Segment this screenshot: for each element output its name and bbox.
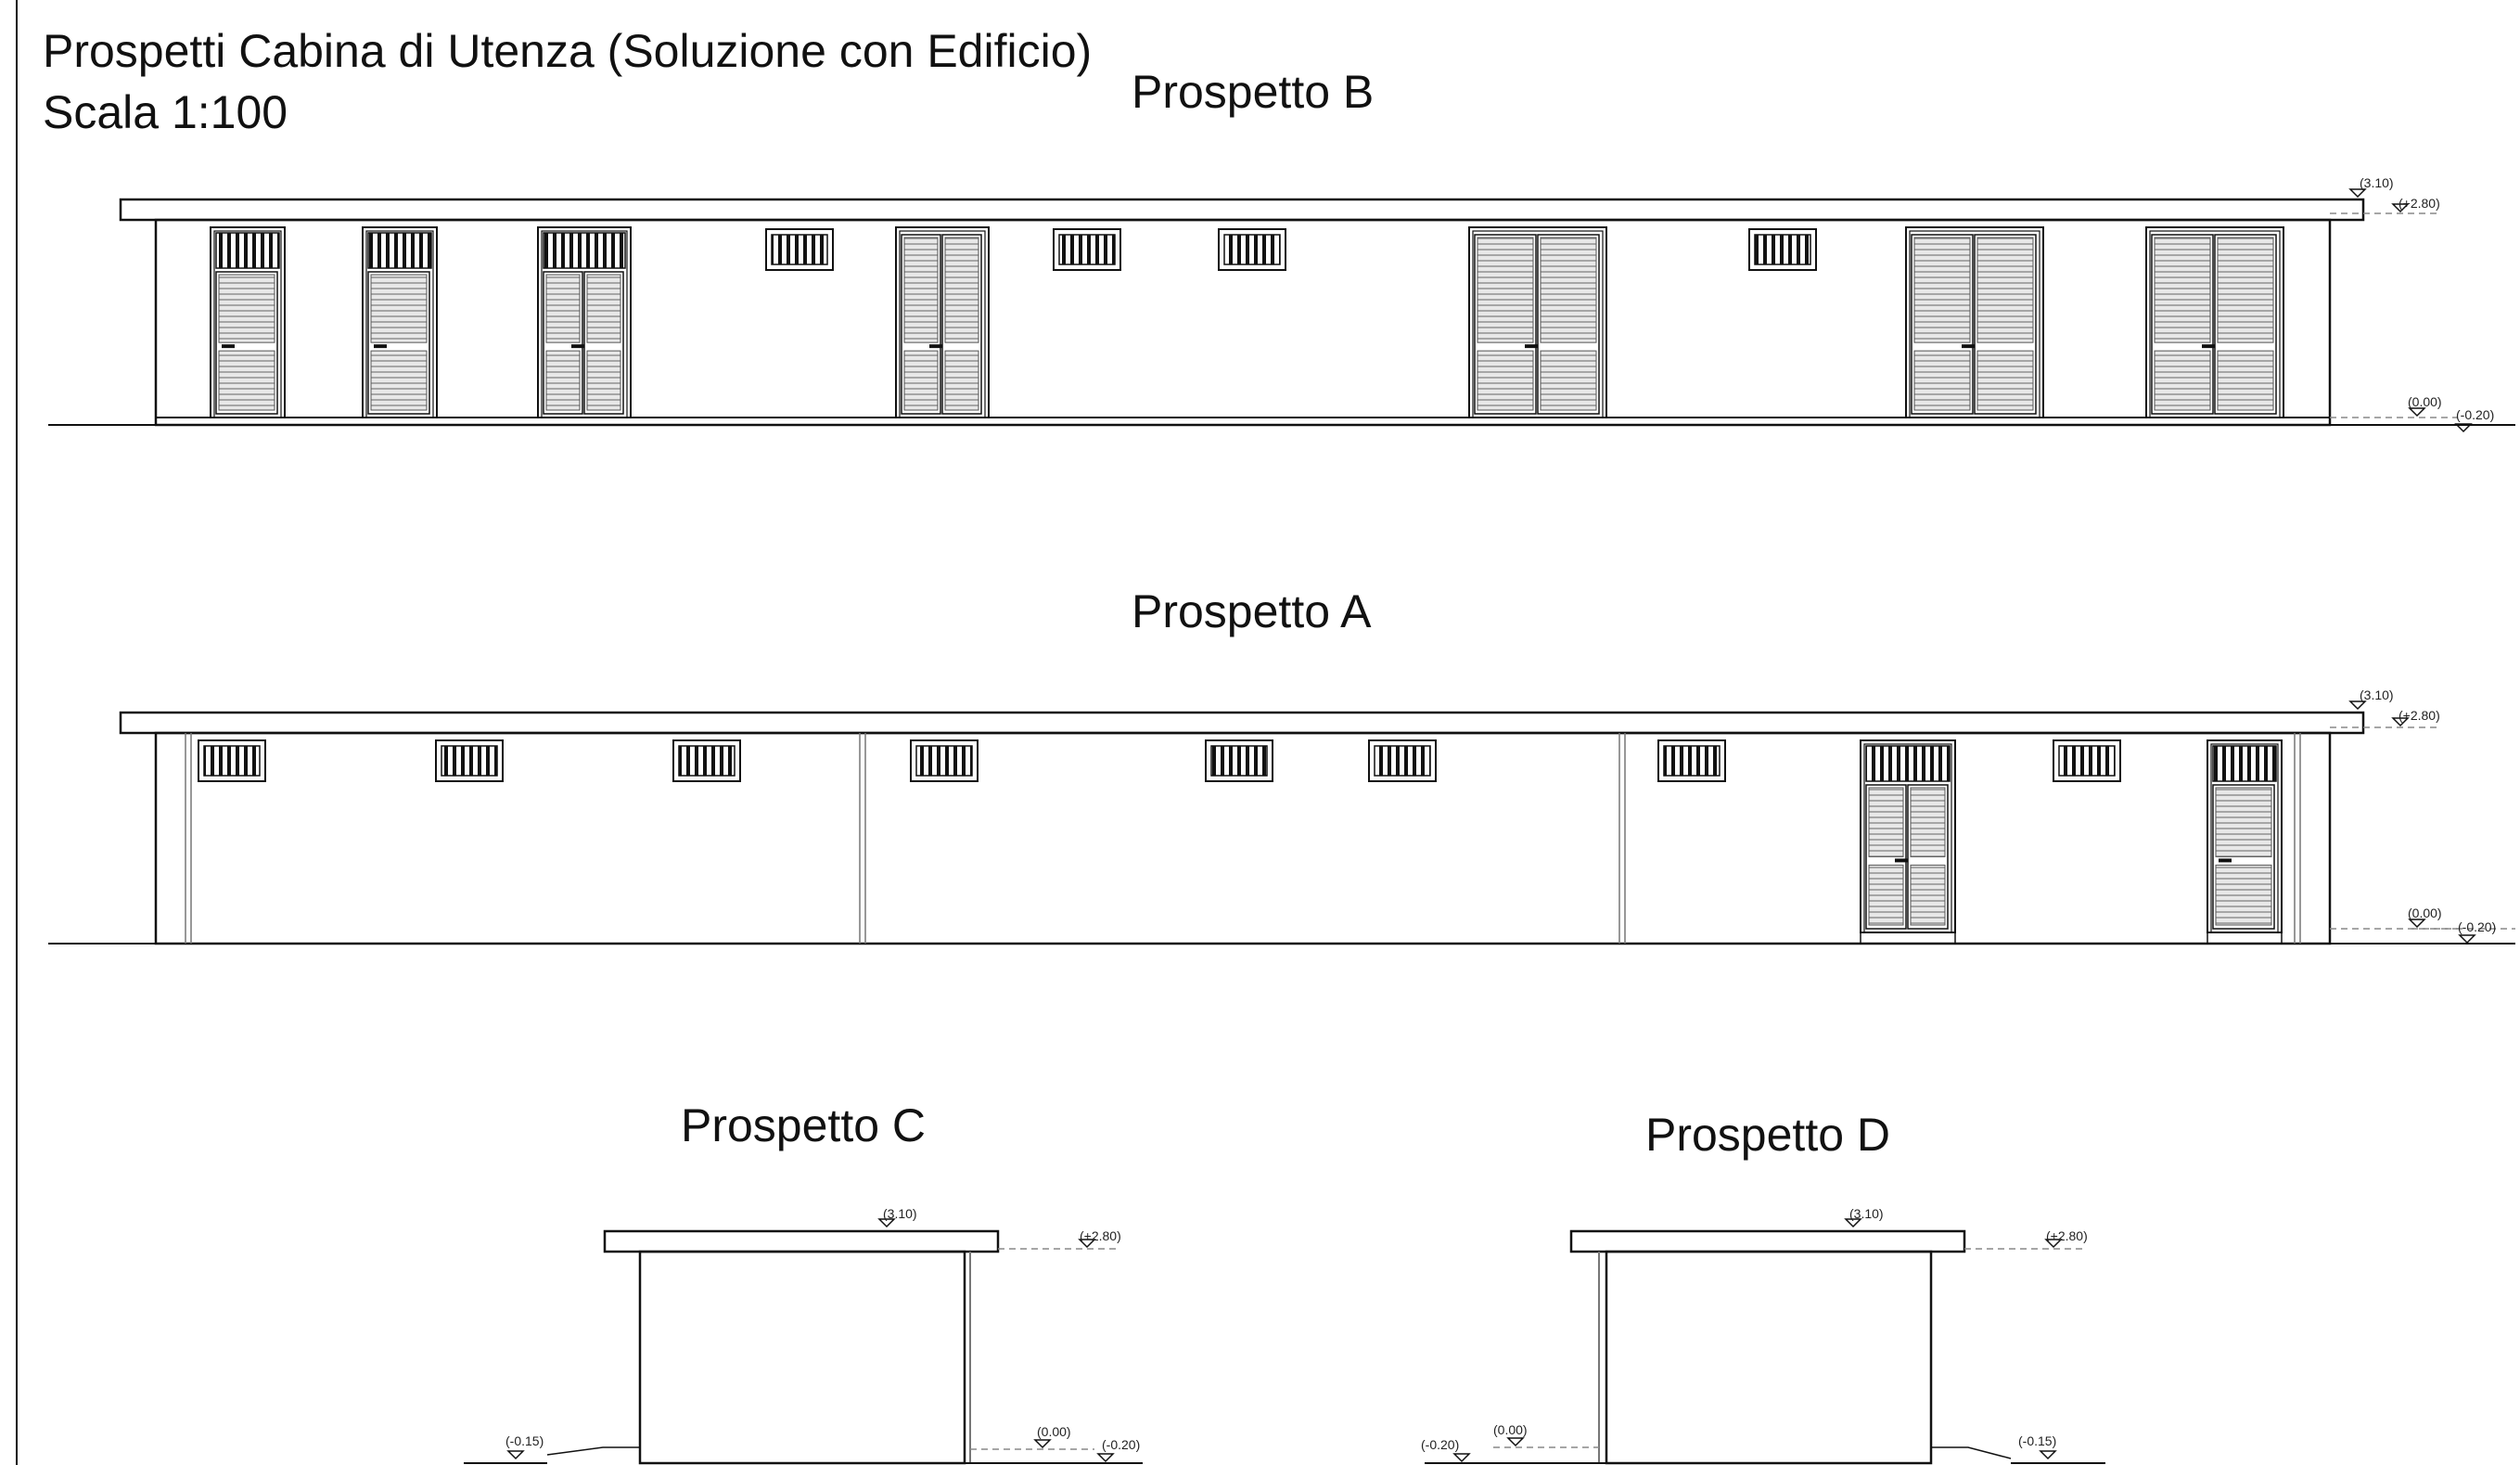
svg-text:(0.00): (0.00) <box>1037 1424 1071 1439</box>
level-marker-roof: (3.10) <box>2348 175 2394 199</box>
single-door <box>2207 739 2283 933</box>
svg-text:(0.00): (0.00) <box>2408 906 2442 920</box>
building-wall <box>1605 1250 1933 1465</box>
double-door <box>895 226 990 418</box>
vent-grille <box>198 739 266 782</box>
view-label-a: Prospetto A <box>1132 585 1372 637</box>
building-wall <box>638 1250 966 1465</box>
elevation-c: Prospetto C (3.10) (+2.80) (0.00) (-0.20… <box>464 1099 1143 1465</box>
level-marker-side-low: (-0.15) <box>2018 1433 2057 1460</box>
svg-text:(3.10): (3.10) <box>2360 175 2394 190</box>
level-marker-parapet: (+2.80) <box>998 1228 1121 1250</box>
view-label-b: Prospetto B <box>1132 66 1374 118</box>
svg-text:(-0.20): (-0.20) <box>1421 1437 1459 1452</box>
elevation-d: Prospetto D (3.10) (+2.80) (0.00) (-0.20… <box>1421 1109 2105 1465</box>
roof-slab <box>119 711 2365 735</box>
svg-text:(+2.80): (+2.80) <box>2398 196 2440 211</box>
building-wall <box>154 218 2332 427</box>
roof-slab <box>603 1229 1000 1253</box>
double-door <box>2145 226 2284 418</box>
svg-text:(-0.15): (-0.15) <box>505 1433 544 1448</box>
vent-grille <box>1218 228 1286 271</box>
vent-grille <box>1205 739 1273 782</box>
vent-grille <box>435 739 504 782</box>
view-label-c: Prospetto C <box>681 1099 926 1151</box>
building-wall <box>154 731 2332 945</box>
level-marker-outside: (-0.20) <box>1096 1437 1140 1463</box>
double-door <box>1905 226 2044 418</box>
roof-slab <box>119 198 2365 222</box>
ground-slope <box>546 1446 640 1456</box>
svg-text:(-0.20): (-0.20) <box>1102 1437 1140 1452</box>
svg-text:(+2.80): (+2.80) <box>2398 708 2440 723</box>
svg-text:(3.10): (3.10) <box>2360 688 2394 702</box>
level-marker-roof: (3.10) <box>877 1206 917 1228</box>
ground-slope <box>1931 1446 2012 1459</box>
svg-text:(3.10): (3.10) <box>883 1206 917 1221</box>
level-marker-ground: (0.00) <box>970 1424 1094 1450</box>
roof-slab <box>1569 1229 1966 1253</box>
single-door <box>362 226 438 418</box>
single-door <box>210 226 286 418</box>
vent-grille <box>1368 739 1437 782</box>
vent-grille <box>1748 228 1817 271</box>
double-door <box>1860 739 1956 933</box>
svg-text:(0.00): (0.00) <box>1493 1422 1528 1437</box>
level-marker-roof: (3.10) <box>1844 1206 1884 1228</box>
level-marker-side-low: (-0.15) <box>505 1433 544 1460</box>
svg-text:(-0.20): (-0.20) <box>2458 919 2496 934</box>
svg-text:(-0.15): (-0.15) <box>2018 1433 2056 1448</box>
level-marker-outside: (-0.20) <box>1421 1437 1471 1463</box>
level-marker-ground: (0.00) <box>2330 394 2458 418</box>
door-threshold <box>2207 932 2283 945</box>
elevation-b: Prospetto B (3.10) (+2.80) (0.00) (-0.20… <box>48 66 2515 433</box>
vent-grille <box>2053 739 2121 782</box>
sheet-scale: Scala 1:100 <box>43 86 288 138</box>
vent-grille <box>1053 228 1121 271</box>
vent-grille <box>1657 739 1726 782</box>
level-marker-parapet: (+2.80) <box>2330 196 2440 214</box>
elevation-a: Prospetto A (3.10) (+2.80) (0.00) <box>48 585 2515 945</box>
level-marker-ground: (0.00) <box>1493 1422 1599 1448</box>
door-threshold <box>1860 932 1956 945</box>
svg-text:(3.10): (3.10) <box>1849 1206 1884 1221</box>
double-door <box>1468 226 1607 418</box>
svg-text:(-0.20): (-0.20) <box>2456 407 2494 422</box>
level-marker-outside: (-0.20) <box>2411 919 2515 945</box>
level-marker-parapet: (+2.80) <box>2330 708 2440 728</box>
vent-grille <box>765 228 834 271</box>
svg-text:(0.00): (0.00) <box>2408 394 2442 409</box>
svg-text:(+2.80): (+2.80) <box>1080 1228 1121 1243</box>
sheet-title: Prospetti Cabina di Utenza (Soluzione co… <box>43 25 1092 77</box>
view-label-d: Prospetto D <box>1645 1109 1890 1161</box>
level-marker-outside: (-0.20) <box>2454 407 2494 433</box>
vent-grille <box>910 739 979 782</box>
level-marker-roof: (3.10) <box>2348 688 2394 711</box>
double-door <box>537 226 632 418</box>
level-marker-ground: (0.00) <box>2330 906 2458 930</box>
vent-grille <box>672 739 741 782</box>
level-marker-parapet: (+2.80) <box>1964 1228 2088 1250</box>
svg-text:(+2.80): (+2.80) <box>2046 1228 2088 1243</box>
